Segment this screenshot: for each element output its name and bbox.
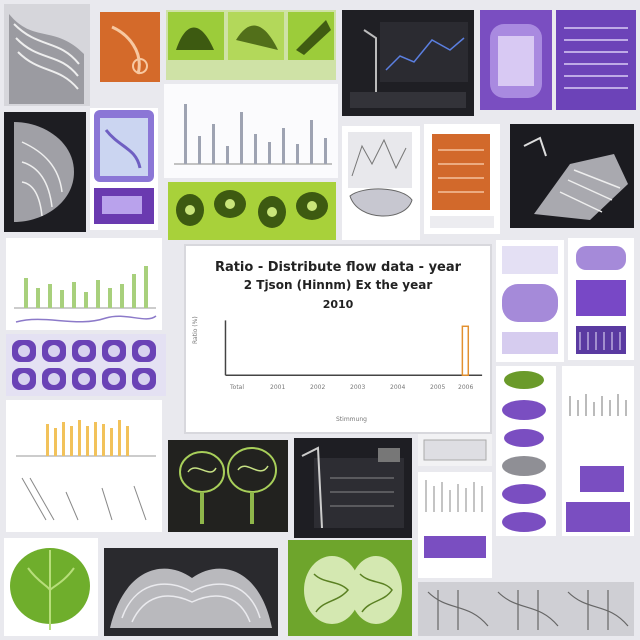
chart-bar-orange	[461, 325, 470, 376]
x-tick-4: 2004	[390, 384, 406, 391]
tile-orange-box	[424, 124, 500, 234]
center-chart-panel: Ratio - Distribute flow data - year 2 Tj…	[184, 244, 492, 434]
tile-green-leaf	[4, 538, 98, 636]
tile-grey-fabric-bottom	[418, 582, 634, 636]
tile-grey-strip	[418, 434, 492, 466]
tile-bar-chart-small	[164, 84, 338, 178]
tile-green-brain	[288, 540, 412, 636]
tile-green-tree-drawing	[168, 440, 288, 532]
tile-purple-panels	[480, 10, 552, 110]
chart-title-line1: Ratio - Distribute flow data - year	[214, 260, 462, 275]
chart-title-line2: 2 Tjson (Hinnm) Ex the year	[243, 278, 433, 292]
tile-green-photos	[166, 10, 336, 80]
tile-dark-machine	[294, 438, 412, 538]
tile-purple-lines	[556, 10, 636, 110]
x-tick-6: 2006	[458, 384, 474, 391]
tile-purple-right	[496, 240, 564, 362]
x-tick-3: 2003	[350, 384, 366, 391]
tile-purple-right-lower	[568, 238, 634, 360]
x-tick-1: 2001	[270, 384, 286, 391]
tile-purple-icons	[496, 366, 556, 536]
y-axis-label: Ratio (%)	[192, 316, 199, 344]
x-tick-2: 2002	[310, 384, 326, 391]
x-axis-label: Stimmung	[336, 416, 367, 423]
tile-dark-device	[510, 124, 634, 228]
chart-plot	[224, 320, 483, 376]
tile-chart-purple-dots	[6, 334, 166, 396]
tile-dark-chart	[342, 10, 474, 116]
tile-purple-bag	[90, 108, 158, 230]
tile-green-leaves	[168, 182, 336, 240]
tile-right-bottom-panel	[562, 366, 634, 536]
tile-silver-waves	[104, 548, 278, 636]
tile-chart-left	[6, 238, 162, 330]
tile-bar-chart-yellow	[6, 400, 162, 532]
tile-grey-pleated-fabric	[4, 4, 90, 106]
tile-orange-panel	[100, 12, 160, 82]
tile-sketch-panel	[342, 126, 420, 240]
x-tick-0: Total	[230, 384, 245, 391]
tile-small-charts	[418, 472, 492, 578]
x-tick-5: 2005	[430, 384, 446, 391]
tile-grey-anatomy	[4, 112, 86, 232]
chart-title-line3: 2010	[322, 298, 354, 311]
